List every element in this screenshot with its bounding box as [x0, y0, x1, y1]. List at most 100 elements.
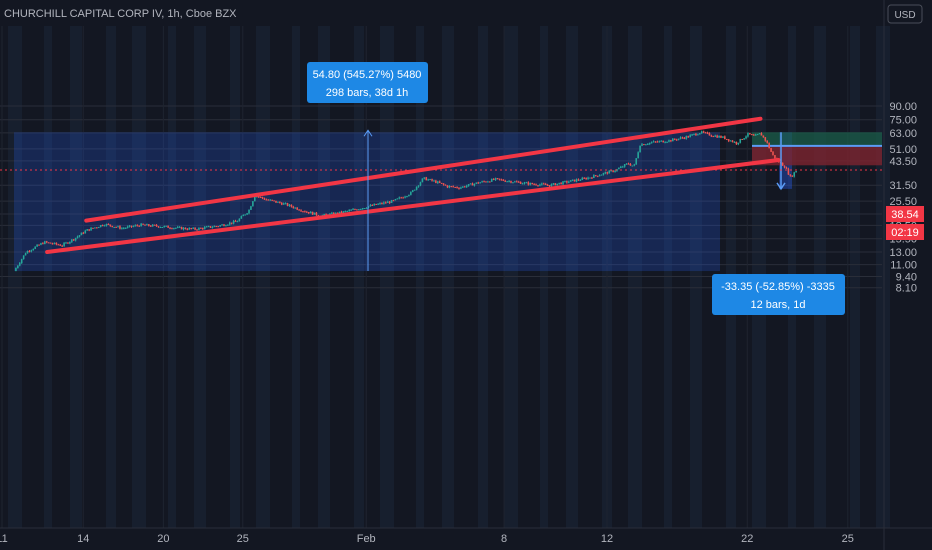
candle-body [627, 163, 630, 165]
candle-body [205, 226, 208, 228]
candle-body [477, 182, 480, 184]
candle-body [119, 226, 121, 229]
session-band [442, 26, 454, 528]
candle-body [423, 177, 426, 179]
candle-body [725, 138, 728, 140]
candle-body [433, 180, 435, 182]
candle-body [444, 184, 447, 186]
y-tick-label: 63.00 [889, 128, 917, 140]
candle-body [658, 141, 661, 143]
x-tick-label: 20 [157, 533, 169, 545]
candle-body [718, 136, 720, 138]
candle-body [506, 181, 508, 183]
candle-body [620, 166, 622, 169]
x-tick-label: 14 [77, 533, 89, 545]
candle-body [332, 212, 335, 215]
candle-body [142, 223, 144, 225]
candle-body [729, 140, 732, 142]
candle-body [646, 144, 649, 146]
x-tick-label: 25 [237, 533, 249, 545]
candle-body [648, 142, 651, 145]
candle-body [502, 179, 505, 181]
candle-body [517, 181, 520, 183]
candle-body [402, 197, 404, 199]
candle-body [309, 211, 312, 214]
session-band [230, 26, 240, 528]
candle-body [450, 186, 453, 188]
stop-zone[interactable] [752, 145, 882, 166]
candle-body [448, 186, 451, 188]
candle-body [96, 227, 98, 229]
candle-body [675, 139, 678, 141]
session-band [292, 26, 300, 528]
candle-body [438, 181, 441, 183]
candle-body [136, 225, 139, 227]
candle-body [26, 251, 29, 254]
candle-body [279, 201, 281, 203]
candle-body [184, 227, 187, 230]
candle-body [354, 209, 356, 211]
candle-body [483, 181, 485, 183]
measure-down-label[interactable]: -33.35 (-52.85%) -3335 12 bars, 1d [712, 274, 845, 315]
annotations[interactable] [0, 116, 882, 272]
rising-channel-upper-line[interactable] [84, 116, 763, 223]
candle-body [350, 209, 352, 211]
candle-body [787, 168, 790, 175]
candle-body [284, 203, 287, 205]
measure-up-label[interactable]: 54.80 (545.27%) 5480 298 bars, 38d 1h [307, 62, 428, 103]
candle-body [67, 242, 69, 244]
session-band [256, 26, 270, 528]
candle-body [440, 182, 443, 184]
candle-body [623, 164, 626, 167]
candle-body [541, 183, 543, 185]
candle-body [594, 175, 597, 177]
session-band [566, 26, 578, 528]
candle-body [121, 228, 123, 230]
candle-body [496, 178, 499, 180]
measure-down-arrowhead [776, 182, 786, 191]
candle-body [82, 232, 85, 234]
candle-body [40, 243, 42, 245]
candles [15, 130, 797, 272]
candle-body [227, 224, 229, 226]
candle-body [178, 226, 181, 228]
candle-body [681, 137, 684, 139]
candle-body [508, 181, 510, 183]
candle-body [182, 227, 185, 230]
candle-body [271, 199, 273, 201]
candle-body [373, 203, 376, 206]
candle-body [566, 181, 568, 183]
candle-body [365, 207, 368, 209]
rising-channel-lower-line[interactable] [45, 157, 781, 254]
candle-body [92, 227, 94, 229]
candle-body [97, 227, 100, 229]
candle-body [475, 182, 478, 184]
candle-body [201, 227, 204, 229]
candle-body [550, 184, 553, 187]
candle-body [294, 207, 297, 209]
currency-button[interactable]: USD [887, 4, 923, 24]
countdown-value: 02:19 [891, 227, 919, 239]
candle-body [487, 181, 489, 183]
candle-body [781, 162, 784, 166]
target-zone[interactable] [752, 132, 882, 146]
candle-body [774, 155, 776, 159]
candle-body [413, 189, 416, 191]
candle-body [523, 182, 526, 184]
candle-body [411, 190, 414, 192]
candle-body [107, 224, 110, 226]
candle-body [228, 222, 231, 225]
candle-body [521, 183, 524, 185]
y-tick-label: 13.00 [889, 247, 917, 259]
candle-body [427, 179, 429, 181]
candle-body [654, 141, 657, 143]
candle-body [571, 179, 574, 181]
price-range-box[interactable] [14, 132, 720, 272]
candle-body [625, 163, 628, 165]
candle-body [230, 222, 233, 224]
candle-body [735, 141, 738, 145]
candle-body [342, 211, 345, 213]
candle-body [338, 211, 341, 214]
